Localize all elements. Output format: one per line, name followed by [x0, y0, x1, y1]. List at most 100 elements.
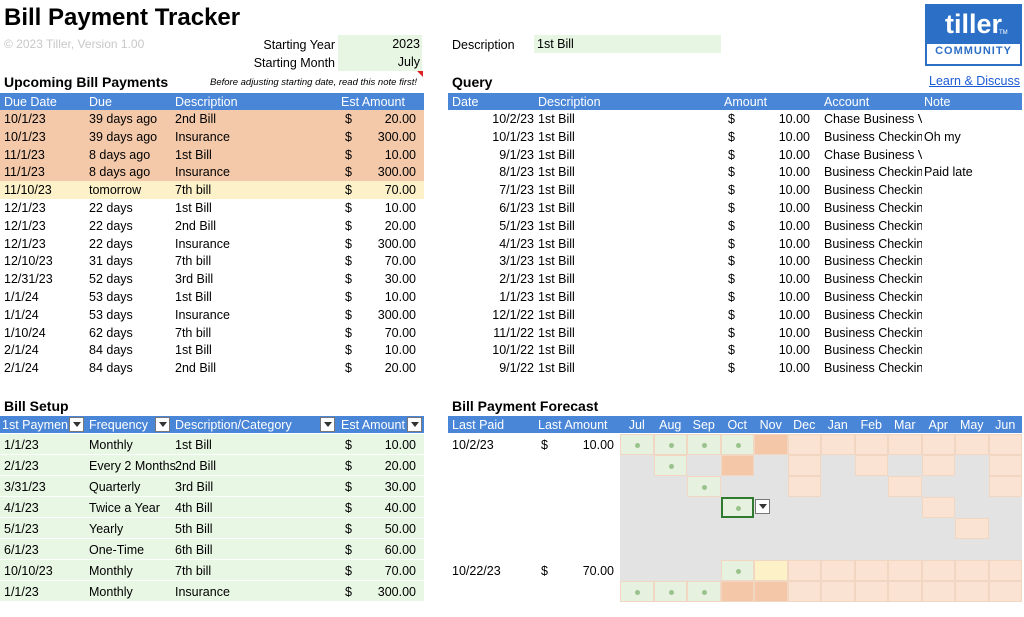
forecast-cell[interactable] [854, 539, 888, 560]
forecast-cell[interactable] [854, 434, 888, 455]
forecast-cell[interactable] [653, 476, 687, 497]
forecast-cell[interactable] [955, 560, 989, 581]
forecast-cell[interactable] [687, 476, 721, 497]
forecast-cell[interactable] [653, 518, 687, 539]
forecast-cell[interactable] [687, 497, 721, 518]
table-row[interactable]: 5/1/23 1st Bill $10.00 Business Checking [448, 217, 1022, 235]
table-row[interactable]: 12/1/23 22 days Insurance $300.00 [0, 234, 424, 253]
forecast-cell[interactable] [821, 455, 855, 476]
forecast-cell[interactable] [620, 539, 654, 560]
forecast-cell[interactable] [653, 455, 687, 476]
starting-year-input[interactable]: 2023 [338, 35, 422, 53]
table-row[interactable]: 10/1/22 1st Bill $10.00 Business Checking [448, 341, 1022, 359]
table-row[interactable]: 10/10/23 Monthly 7th bill $70.00 [0, 560, 424, 581]
table-row[interactable]: 10/1/23 1st Bill $10.00 Business Checking Oh… [448, 128, 1022, 146]
forecast-cell[interactable] [720, 560, 754, 581]
table-row[interactable]: 3/1/23 1st Bill $10.00 Business Checking [448, 252, 1022, 270]
forecast-cell[interactable] [720, 518, 754, 539]
forecast-cell[interactable] [955, 518, 989, 539]
forecast-cell[interactable] [787, 455, 821, 476]
forecast-cell[interactable] [620, 560, 654, 581]
forecast-cell[interactable] [821, 581, 855, 602]
forecast-cell[interactable] [821, 434, 855, 455]
table-row[interactable]: 10/1/23 39 days ago 2nd Bill $20.00 [0, 110, 424, 128]
table-row[interactable]: 11/1/23 8 days ago Insurance $300.00 [0, 163, 424, 182]
forecast-cell[interactable] [754, 560, 788, 581]
table-row[interactable]: 2/1/23 Every 2 Months 2nd Bill $20.00 [0, 455, 424, 476]
table-row[interactable]: 2/1/24 84 days 1st Bill $10.00 [0, 341, 424, 360]
forecast-cell[interactable] [620, 434, 654, 455]
table-row[interactable]: 11/1/23 8 days ago 1st Bill $10.00 [0, 145, 424, 164]
forecast-cell[interactable] [821, 539, 855, 560]
forecast-cell[interactable] [888, 539, 922, 560]
table-row[interactable]: 4/1/23 Twice a Year 4th Bill $40.00 [0, 497, 424, 518]
forecast-cell[interactable] [787, 476, 821, 497]
forecast-cell[interactable] [754, 581, 788, 602]
filter-dropdown-icon[interactable] [320, 417, 335, 432]
forecast-cell[interactable] [921, 539, 955, 560]
forecast-cell[interactable] [821, 518, 855, 539]
forecast-cell[interactable] [955, 539, 989, 560]
forecast-cell[interactable] [754, 455, 788, 476]
table-row[interactable]: 1/10/24 62 days 7th bill $70.00 [0, 323, 424, 342]
table-row[interactable]: 11/10/23 tomorrow 7th bill $70.00 [0, 181, 424, 199]
table-row[interactable]: 1/1/23 Monthly 1st Bill $10.00 [0, 434, 424, 455]
table-row[interactable]: 9/1/23 1st Bill $10.00 Chase Business Vi [448, 146, 1022, 164]
forecast-cell[interactable] [955, 434, 989, 455]
forecast-cell[interactable] [888, 497, 922, 518]
forecast-cell[interactable] [653, 497, 687, 518]
forecast-cell[interactable] [888, 581, 922, 602]
forecast-cell[interactable] [921, 497, 955, 518]
forecast-cell[interactable] [854, 497, 888, 518]
forecast-cell[interactable] [988, 434, 1022, 455]
forecast-cell[interactable] [754, 518, 788, 539]
table-row[interactable]: 12/10/23 31 days 7th bill $70.00 [0, 252, 424, 271]
filter-dropdown-icon[interactable] [69, 417, 84, 432]
forecast-cell[interactable] [653, 434, 687, 455]
table-row[interactable]: 10/1/23 39 days ago Insurance $300.00 [0, 127, 424, 146]
forecast-cell[interactable] [888, 455, 922, 476]
forecast-cell[interactable] [620, 476, 654, 497]
forecast-cell[interactable] [653, 539, 687, 560]
forecast-cell[interactable] [888, 434, 922, 455]
forecast-cell[interactable] [955, 476, 989, 497]
forecast-cell[interactable] [888, 476, 922, 497]
table-row[interactable]: 12/1/23 22 days 2nd Bill $20.00 [0, 216, 424, 235]
forecast-cell[interactable] [687, 560, 721, 581]
forecast-cell[interactable] [821, 560, 855, 581]
forecast-cell[interactable] [620, 518, 654, 539]
forecast-cell[interactable] [921, 476, 955, 497]
table-row[interactable]: 6/1/23 One-Time 6th Bill $60.00 [0, 539, 424, 560]
forecast-cell[interactable] [955, 455, 989, 476]
forecast-cell[interactable] [787, 539, 821, 560]
forecast-cell[interactable] [921, 560, 955, 581]
forecast-cell[interactable] [821, 476, 855, 497]
forecast-cell[interactable] [955, 581, 989, 602]
forecast-cell[interactable] [620, 497, 654, 518]
forecast-cell[interactable] [687, 434, 721, 455]
table-row[interactable]: 12/1/22 1st Bill $10.00 Business Checking [448, 306, 1022, 324]
forecast-cell[interactable] [888, 518, 922, 539]
forecast-cell[interactable] [988, 476, 1022, 497]
forecast-cell[interactable] [754, 476, 788, 497]
forecast-cell[interactable] [988, 539, 1022, 560]
table-row[interactable]: 9/1/22 1st Bill $10.00 Business Checking [448, 359, 1022, 377]
table-row[interactable]: 6/1/23 1st Bill $10.00 Business Checking [448, 199, 1022, 217]
cell-dropdown-icon[interactable] [755, 499, 770, 514]
table-row[interactable]: 8/1/23 1st Bill $10.00 Business Checking Pai… [448, 163, 1022, 181]
forecast-cell[interactable] [955, 497, 989, 518]
forecast-cell[interactable] [988, 560, 1022, 581]
forecast-cell[interactable] [687, 539, 721, 560]
table-row[interactable]: 7/1/23 1st Bill $10.00 Business Checking [448, 181, 1022, 199]
filter-dropdown-icon[interactable] [407, 417, 422, 432]
forecast-cell[interactable] [787, 497, 821, 518]
table-row[interactable]: 2/1/24 84 days 2nd Bill $20.00 [0, 359, 424, 377]
table-row[interactable]: 12/1/23 22 days 1st Bill $10.00 [0, 199, 424, 217]
forecast-cell[interactable] [988, 518, 1022, 539]
table-row[interactable]: 1/1/24 53 days Insurance $300.00 [0, 305, 424, 324]
description-input[interactable]: 1st Bill [534, 35, 721, 53]
forecast-cell[interactable] [720, 434, 754, 455]
forecast-cell[interactable] [787, 560, 821, 581]
starting-month-input[interactable]: July [338, 53, 422, 71]
table-row[interactable]: 1/1/24 53 days 1st Bill $10.00 [0, 288, 424, 306]
